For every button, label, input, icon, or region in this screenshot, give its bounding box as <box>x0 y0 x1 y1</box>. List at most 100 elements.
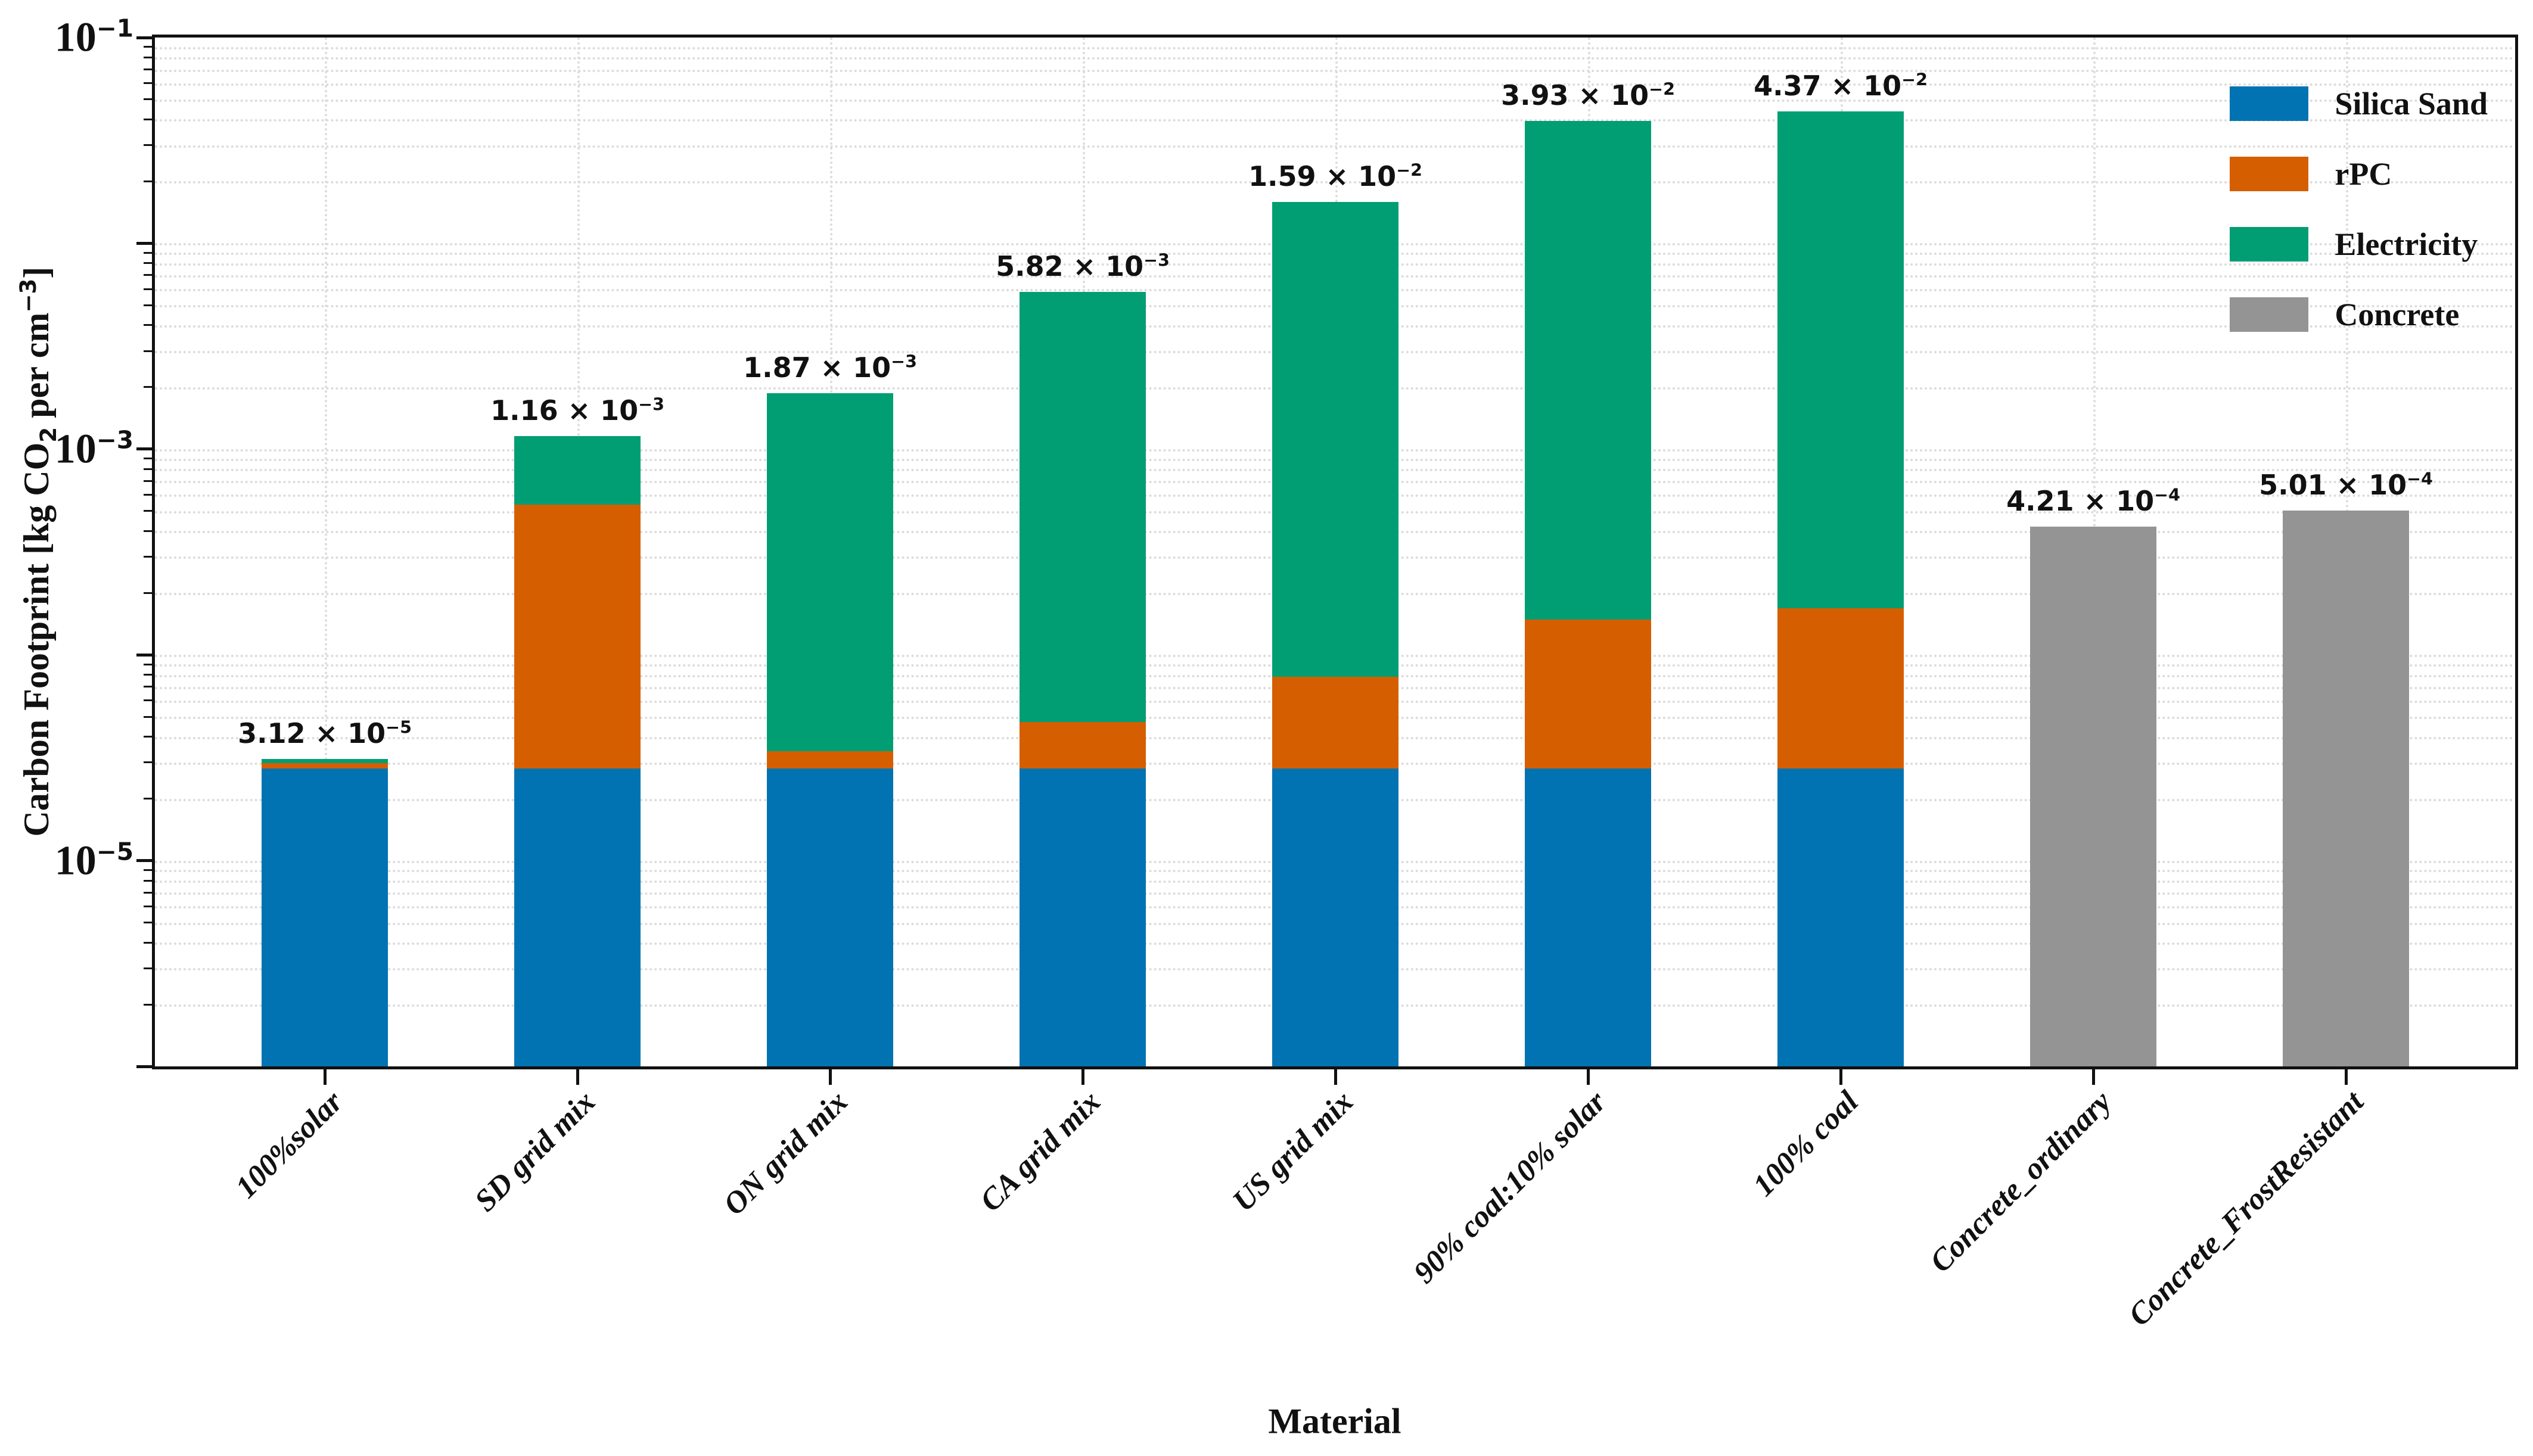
legend-swatch-icon <box>2230 157 2309 191</box>
y-minor-tick <box>144 699 152 702</box>
bar-total-label: 3.12 × 10−5 <box>238 717 412 749</box>
y-major-tick <box>136 1065 152 1068</box>
legend-label: rPC <box>2335 156 2392 192</box>
y-major-tick <box>136 859 152 863</box>
y-minor-tick <box>144 879 152 882</box>
bar-total-label: 1.16 × 10−3 <box>490 394 664 427</box>
bar-segment-rpc <box>1525 620 1651 769</box>
x-major-tick <box>1839 1069 1842 1085</box>
y-minor-tick <box>144 663 152 665</box>
legend-swatch-icon <box>2230 297 2309 332</box>
bar-total-label: 5.01 × 10−4 <box>2259 469 2433 502</box>
y-minor-tick <box>144 82 152 85</box>
x-tick-label: Concrete_ordinary <box>1923 1084 2118 1280</box>
h-gridline <box>155 145 2515 148</box>
x-major-tick <box>1334 1069 1337 1085</box>
y-minor-tick <box>144 251 152 254</box>
y-minor-tick <box>144 905 152 907</box>
legend-item: Silica Sand <box>2230 85 2488 122</box>
y-minor-tick <box>144 674 152 676</box>
x-tick-label: 100%solar <box>229 1084 350 1205</box>
h-gridline <box>155 46 2515 49</box>
y-minor-tick <box>144 967 152 969</box>
bar-segment-electricity <box>1272 201 1398 677</box>
x-tick-label: 90% coal:10% solar <box>1407 1084 1613 1290</box>
x-tick-label: Concrete_FrostResistant <box>2122 1084 2371 1333</box>
x-axis-title: Material <box>1268 1401 1401 1441</box>
bar-total-label: 4.37 × 10−2 <box>1754 70 1928 102</box>
y-minor-tick <box>144 736 152 738</box>
y-minor-tick <box>144 480 152 482</box>
y-minor-tick <box>144 468 152 470</box>
bar-segment-rpc <box>514 504 641 769</box>
x-tick-label: SD grid mix <box>468 1084 602 1218</box>
y-minor-tick <box>144 891 152 894</box>
legend-label: Concrete <box>2335 297 2460 332</box>
y-major-tick <box>136 241 152 245</box>
y-minor-tick <box>144 941 152 944</box>
y-tick-label: 10−5 <box>54 836 133 884</box>
bar-total-label: 1.87 × 10−3 <box>743 351 917 384</box>
x-major-tick <box>828 1069 832 1085</box>
v-gridline <box>325 38 327 1066</box>
h-gridline <box>155 57 2515 60</box>
y-minor-tick <box>144 304 152 306</box>
y-minor-tick <box>144 274 152 276</box>
bar-segment-silica-sand <box>514 769 641 1066</box>
legend-label: Electricity <box>2335 226 2478 262</box>
bar-segment-electricity <box>262 758 388 763</box>
x-major-tick <box>2091 1069 2095 1085</box>
x-tick-label: CA grid mix <box>973 1084 1108 1218</box>
plot-area: Silica Sand rPC Electricity Concrete 10−1 10… <box>55 16 2518 1333</box>
y-tick-label: 10−3 <box>54 425 133 472</box>
y-minor-tick <box>144 510 152 512</box>
y-minor-tick <box>144 922 152 924</box>
x-major-tick <box>1586 1069 1590 1085</box>
y-minor-tick <box>144 98 152 101</box>
y-minor-tick <box>144 46 152 48</box>
bar-segment-silica-sand <box>1272 769 1398 1066</box>
bar-segment-electricity <box>1020 291 1146 723</box>
bar-segment-rpc <box>767 751 893 769</box>
y-minor-tick <box>144 324 152 326</box>
y-minor-tick <box>144 555 152 558</box>
h-gridline <box>155 69 2515 72</box>
x-major-tick <box>576 1069 579 1085</box>
bar-segment-silica-sand <box>1777 769 1904 1066</box>
y-minor-tick <box>144 350 152 352</box>
h-gridline <box>155 181 2515 184</box>
x-major-tick <box>2344 1069 2348 1085</box>
y-minor-tick <box>144 592 152 594</box>
bar-segment-silica-sand <box>1525 769 1651 1066</box>
y-minor-tick <box>144 56 152 58</box>
x-major-tick <box>1081 1069 1084 1085</box>
y-major-tick <box>136 36 152 39</box>
y-minor-tick <box>144 1003 152 1006</box>
y-minor-tick <box>144 69 152 70</box>
bar-segment-electricity <box>1525 121 1651 620</box>
x-tick-label: 100% coal <box>1746 1084 1866 1203</box>
y-minor-tick <box>144 262 152 265</box>
y-minor-tick <box>144 180 152 182</box>
y-minor-tick <box>144 493 152 496</box>
x-tick-label: US grid mix <box>1226 1084 1360 1218</box>
bar-segment-electricity <box>1777 111 1904 609</box>
h-gridline <box>155 99 2515 102</box>
y-tick-label: 10−1 <box>54 14 133 61</box>
bar-segment-electricity <box>767 393 893 751</box>
y-major-tick <box>136 447 152 451</box>
y-minor-tick <box>144 715 152 718</box>
bar-total-label: 3.93 × 10−2 <box>1501 79 1675 112</box>
bar-segment-silica-sand <box>1020 769 1146 1066</box>
bar-total-label: 1.59 × 10−2 <box>1248 160 1422 192</box>
y-minor-tick <box>144 144 152 147</box>
y-axis-title: Carbon Footprint [kg CO2 per cm−3] <box>15 266 61 837</box>
y-minor-tick <box>144 686 152 688</box>
bar-segment-rpc <box>262 763 388 769</box>
legend-label: Silica Sand <box>2335 86 2488 122</box>
legend-swatch-icon <box>2230 227 2309 262</box>
y-minor-tick <box>144 458 152 460</box>
y-minor-tick <box>144 798 152 800</box>
y-major-tick <box>136 653 152 657</box>
